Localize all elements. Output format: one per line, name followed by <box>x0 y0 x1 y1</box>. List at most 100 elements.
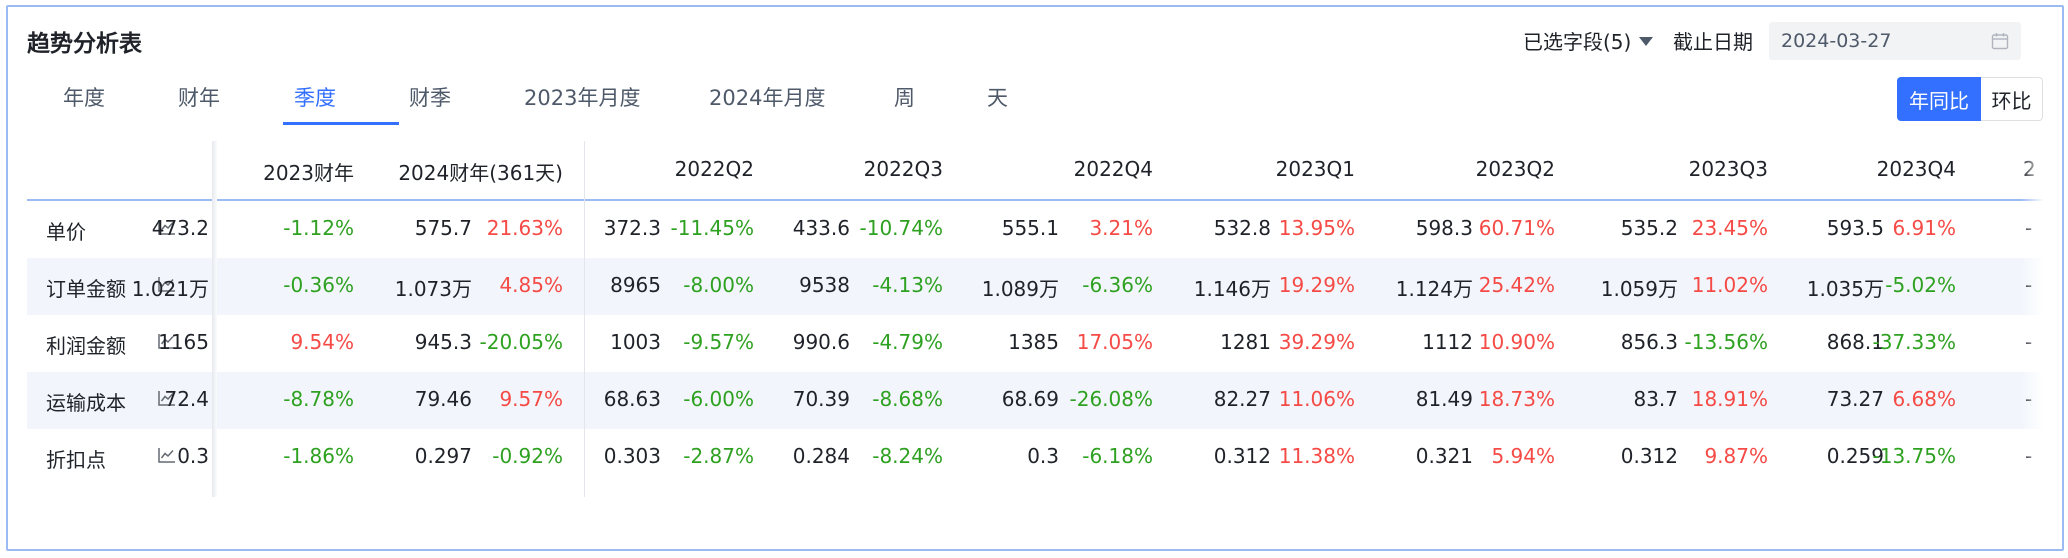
cell-change-percent: 6.68% <box>1892 387 1956 411</box>
cell-value: 1.089万 <box>981 277 1059 301</box>
cell-change-percent: 25.42% <box>1478 273 1555 297</box>
cell-change-percent: -11.45% <box>670 216 754 240</box>
cell-value: 593.5 <box>1826 216 1884 240</box>
cell-value: 0.259 <box>1826 444 1884 468</box>
cell-change-percent: -6.18% <box>1082 444 1153 468</box>
cell-change-percent: -4.79% <box>872 330 943 354</box>
cell-change-percent: 39.29% <box>1278 330 1355 354</box>
cell-change-percent: -1.86% <box>283 444 354 468</box>
tab-fiscal-quarter[interactable]: 财季 <box>409 86 451 110</box>
tab-week[interactable]: 周 <box>894 86 915 110</box>
cell-change-percent: -8.24% <box>872 444 943 468</box>
column-header: 2022Q2 <box>674 157 754 181</box>
cell-change-percent: -4.13% <box>872 273 943 297</box>
cell-change-percent: 18.91% <box>1691 387 1768 411</box>
cell-change-percent: 19.29% <box>1278 273 1355 297</box>
table-row: 运输成本 72.4 -8.78% 79.46 9.57% 68.63 -6.00% 70.39… <box>27 372 2044 429</box>
cell-change-percent: 17.05% <box>1076 330 1153 354</box>
cell-value: 0.297 <box>414 444 472 468</box>
tab-2023-monthly[interactable]: 2023年月度 <box>524 86 641 110</box>
deadline-date-input[interactable]: 2024-03-27 <box>1769 22 2021 60</box>
caret-down-icon <box>1639 37 1654 46</box>
row-label: 单价 <box>46 220 86 244</box>
cell-change-percent: -5.02% <box>1885 273 1956 297</box>
tab-fiscal-year[interactable]: 财年 <box>178 86 220 110</box>
cell-value: 1.035万 <box>1806 277 1884 301</box>
column-header: 2023Q1 <box>1275 157 1355 181</box>
cell-change-percent: -20.05% <box>479 330 563 354</box>
cell-value: 945.3 <box>414 330 472 354</box>
cell-change-percent: -6.36% <box>1082 273 1153 297</box>
cell-value: 1385 <box>1008 330 1059 354</box>
yoy-button[interactable]: 年同比 <box>1897 77 1981 121</box>
column-header: 2024财年(361天) <box>398 161 563 185</box>
cell-value: 1112 <box>1422 330 1473 354</box>
line-chart-icon[interactable] <box>158 447 176 467</box>
cell-value: 372.3 <box>603 216 661 240</box>
line-chart-icon[interactable] <box>158 219 176 239</box>
cell-value: 72.4 <box>164 387 209 411</box>
compare-toggle: 年同比 环比 <box>1897 77 2043 121</box>
cell-value: 68.69 <box>1001 387 1059 411</box>
cell-value: 79.46 <box>414 387 472 411</box>
table-row: 利润金额 1165 9.54% 945.3 -20.05% 1003 -9.57% 990.6… <box>27 315 2044 372</box>
cell-change-percent: -8.68% <box>872 387 943 411</box>
tab-year[interactable]: 年度 <box>63 86 105 110</box>
cell-value: 0.3 <box>1027 444 1059 468</box>
field-select-label: 已选字段(5) <box>1523 30 1632 54</box>
cell-value: 555.1 <box>1001 216 1059 240</box>
column-header: 2023Q2 <box>1475 157 1555 181</box>
table-row: 订单金额 1.021万 -0.36% 1.073万 4.85% 8965 -8.00% 953… <box>27 258 2044 315</box>
line-chart-icon[interactable] <box>158 276 176 296</box>
cell-value: 575.7 <box>414 216 472 240</box>
cell-value: 856.3 <box>1620 330 1678 354</box>
table-row: 折扣点 0.3 -1.86% 0.297 -0.92% 0.303 -2.87% 0.284-… <box>27 429 2044 486</box>
cell-change-percent: 60.71% <box>1478 216 1555 240</box>
cell-value: 868.1 <box>1826 330 1884 354</box>
field-select-dropdown[interactable]: 已选字段(5) <box>1523 26 1654 55</box>
cell-value: 433.6 <box>792 216 850 240</box>
fiscal-year-divider <box>584 141 585 497</box>
mom-button[interactable]: 环比 <box>1981 77 2043 121</box>
cell-change-percent: 10.90% <box>1478 330 1555 354</box>
line-chart-icon[interactable] <box>158 390 176 410</box>
calendar-icon <box>1991 32 2009 50</box>
cell-change-percent: -0.92% <box>492 444 563 468</box>
row-label: 利润金额 <box>46 334 126 358</box>
cell-value: 83.7 <box>1633 387 1678 411</box>
cell-value: 0.303 <box>603 444 661 468</box>
cell-change-percent: 9.57% <box>499 387 563 411</box>
cell-change-percent: 23.45% <box>1691 216 1768 240</box>
cell-value: 1.021万 <box>131 277 209 301</box>
cell-value: 68.63 <box>603 387 661 411</box>
column-header: 2022Q4 <box>1073 157 1153 181</box>
period-tabs: 年度 财年 季度 财季 2023年月度 2024年月度 周 天 <box>27 74 1027 126</box>
row-label: 运输成本 <box>46 391 126 415</box>
cell-change-percent: -37.33% <box>1872 330 1956 354</box>
cell-change-percent: 6.91% <box>1892 216 1956 240</box>
cell-value: 0.3 <box>177 444 209 468</box>
cell-value: 1281 <box>1220 330 1271 354</box>
cell-change-percent: 18.73% <box>1478 387 1555 411</box>
cell-change-percent: -13.56% <box>1684 330 1768 354</box>
cell-change-percent: 4.85% <box>499 273 563 297</box>
cell-change-percent: 13.95% <box>1278 216 1355 240</box>
cell-change-percent: -26.08% <box>1069 387 1153 411</box>
tab-2024-monthly[interactable]: 2024年月度 <box>709 86 826 110</box>
line-chart-icon[interactable] <box>158 333 176 353</box>
cell-value: 1.146万 <box>1193 277 1271 301</box>
cell-change-percent: -10.74% <box>859 216 943 240</box>
cell-change-percent: -13.75% <box>1872 444 1956 468</box>
cell-value: 1.059万 <box>1600 277 1678 301</box>
tab-quarter[interactable]: 季度 <box>294 86 336 110</box>
cell-value: 73.27 <box>1826 387 1884 411</box>
cell-value: 990.6 <box>792 330 850 354</box>
cell-value: 1.073万 <box>394 277 472 301</box>
tab-day[interactable]: 天 <box>987 86 1008 110</box>
table-row: 单价 473.2 -1.12% 575.7 21.63% 372.3 -11.45% 433.… <box>27 201 2044 258</box>
table-header: 2023财年 2024财年(361天) 2022Q2 2022Q3 2022Q4 2023… <box>27 141 2044 201</box>
cell-change-percent: -1.12% <box>283 216 354 240</box>
cell-value: 0.312 <box>1620 444 1678 468</box>
cell-value: 598.3 <box>1415 216 1473 240</box>
cell-change-percent: 21.63% <box>486 216 563 240</box>
